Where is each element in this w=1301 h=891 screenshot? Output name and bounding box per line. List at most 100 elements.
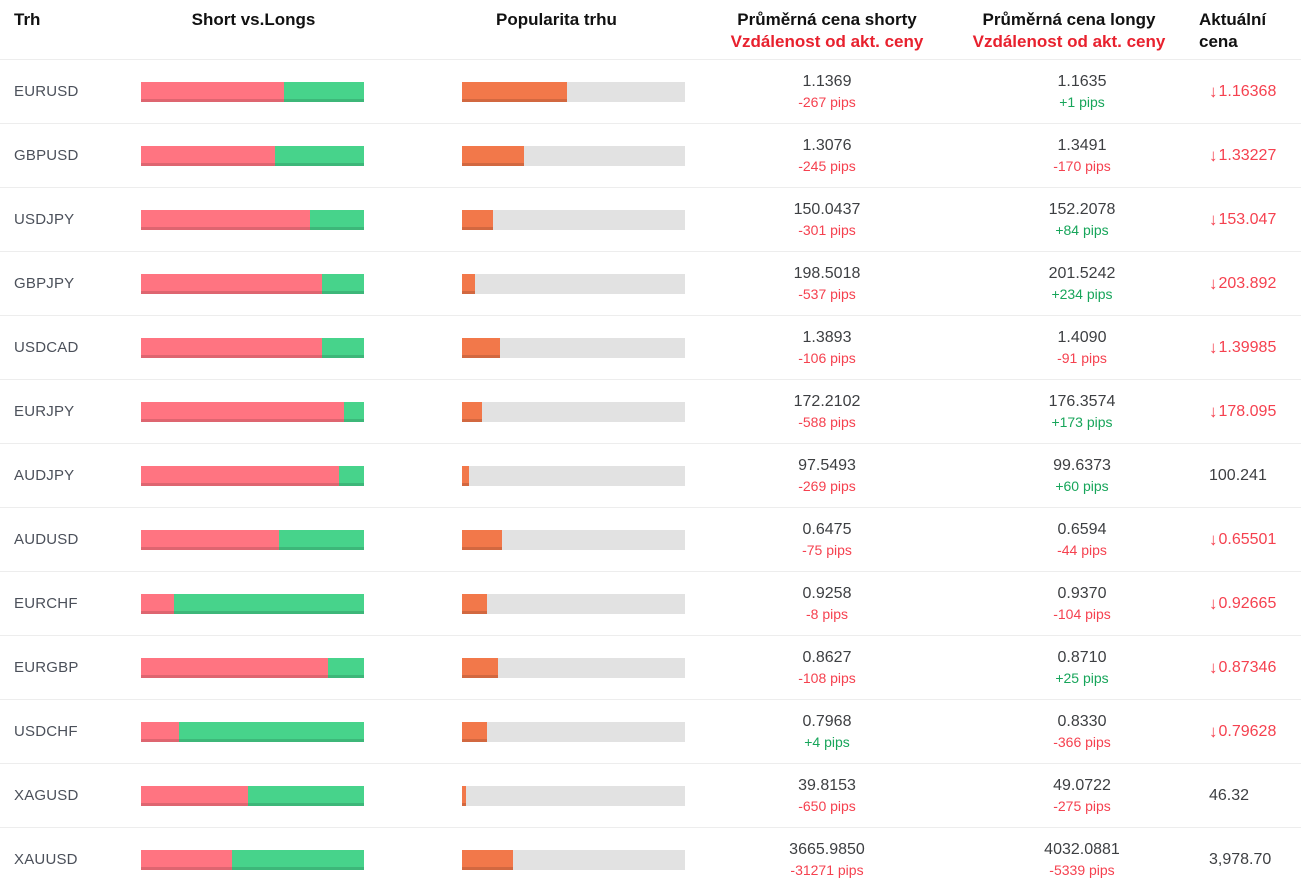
short-distance-pips: -108 pips <box>798 670 856 686</box>
avg-long-cell: 201.5242 +234 pips <box>967 263 1197 304</box>
avg-long-cell: 0.9370 -104 pips <box>967 583 1197 624</box>
avg-long-price: 1.3491 <box>1057 137 1107 154</box>
market-label: GBPJPY <box>14 275 75 292</box>
shorts-bar-fill <box>141 209 311 230</box>
down-arrow-icon: ↓ <box>1209 721 1218 741</box>
avg-long-price: 4032.0881 <box>1044 841 1120 858</box>
popularity-bar <box>462 81 685 102</box>
market-label: USDCAD <box>14 339 79 356</box>
avg-short-price: 150.0437 <box>793 201 861 218</box>
longs-bar-fill <box>283 81 364 102</box>
avg-long-cell: 1.1635 +1 pips <box>967 71 1197 112</box>
avg-short-cell: 150.0437 -301 pips <box>687 199 967 240</box>
market-label: EURGBP <box>14 659 79 676</box>
market-label: EURUSD <box>14 83 79 100</box>
shorts-bar-fill <box>141 593 175 614</box>
table-row: XAUUSD 3665.9850 -31271 pips 4032.0881 -… <box>0 827 1301 891</box>
current-price-cell: ↓ 153.047 <box>1197 210 1301 230</box>
current-price: 1.39985 <box>1218 338 1277 356</box>
current-price: 0.92665 <box>1218 594 1277 612</box>
current-price-cell: ↓ 100.241 <box>1197 467 1301 485</box>
table-row: USDJPY 150.0437 -301 pips 152.2078 +84 p… <box>0 187 1301 251</box>
popularity-bar-fill <box>462 593 487 614</box>
short-vs-longs-bar <box>141 849 364 870</box>
long-distance-pips: +25 pips <box>1055 670 1109 686</box>
current-price: 203.892 <box>1218 274 1277 292</box>
shorts-bar-fill <box>141 529 280 550</box>
popularity-bar <box>462 785 685 806</box>
current-price: 46.32 <box>1209 786 1250 804</box>
current-price-cell: ↓ 0.87346 <box>1197 658 1301 678</box>
long-distance-pips: -170 pips <box>1053 158 1111 174</box>
header-current-price: Aktuální cena <box>1199 10 1267 51</box>
avg-short-price: 1.1369 <box>802 73 852 90</box>
current-price-cell: ↓ 1.33227 <box>1197 146 1301 166</box>
short-distance-pips: -31271 pips <box>790 862 864 878</box>
longs-bar-fill <box>310 209 364 230</box>
short-distance-pips: -537 pips <box>798 286 856 302</box>
down-arrow-icon: ↓ <box>1209 337 1218 357</box>
current-price-cell: ↓ 1.16368 <box>1197 82 1301 102</box>
avg-long-cell: 99.6373 +60 pips <box>967 455 1197 496</box>
shorts-bar-fill <box>141 465 340 486</box>
avg-long-price: 176.3574 <box>1048 393 1116 410</box>
header-short-vs-longs: Short vs.Longs <box>191 10 316 29</box>
long-distance-pips: -104 pips <box>1053 606 1111 622</box>
long-distance-pips: +173 pips <box>1051 414 1113 430</box>
avg-short-price: 97.5493 <box>798 457 856 474</box>
shorts-bar-fill <box>141 401 344 422</box>
down-arrow-icon: ↓ <box>1209 657 1218 677</box>
popularity-bar-fill <box>462 465 469 486</box>
avg-long-price: 0.9370 <box>1057 585 1107 602</box>
avg-short-price: 1.3893 <box>802 329 852 346</box>
avg-short-price: 0.9258 <box>802 585 852 602</box>
table-row: AUDJPY 97.5493 -269 pips 99.6373 +60 pip… <box>0 443 1301 507</box>
long-distance-pips: -44 pips <box>1057 542 1107 558</box>
current-price: 153.047 <box>1218 210 1277 228</box>
longs-bar-fill <box>274 145 364 166</box>
down-arrow-icon: ↓ <box>1209 145 1218 165</box>
current-price-cell: ↓ 46.32 <box>1197 787 1301 805</box>
header-avg-short-subtitle: Vzdálenost od akt. ceny <box>730 32 924 51</box>
down-arrow-icon: ↓ <box>1209 209 1218 229</box>
market-label: GBPUSD <box>14 147 79 164</box>
popularity-bar <box>462 529 685 550</box>
popularity-bar <box>462 849 685 870</box>
table-row: EURCHF 0.9258 -8 pips 0.9370 -104 pips ↓… <box>0 571 1301 635</box>
avg-long-price: 1.1635 <box>1057 73 1107 90</box>
down-arrow-icon: ↓ <box>1209 401 1218 421</box>
longs-bar-fill <box>174 593 364 614</box>
market-label: EURJPY <box>14 403 75 420</box>
avg-long-cell: 0.6594 -44 pips <box>967 519 1197 560</box>
down-arrow-icon: ↓ <box>1209 529 1218 549</box>
short-distance-pips: -650 pips <box>798 798 856 814</box>
popularity-bar <box>462 465 685 486</box>
short-vs-longs-bar <box>141 209 364 230</box>
avg-short-price: 39.8153 <box>798 777 856 794</box>
current-price: 0.79628 <box>1218 722 1277 740</box>
current-price: 178.095 <box>1218 402 1277 420</box>
long-distance-pips: +1 pips <box>1059 94 1105 110</box>
avg-long-cell: 152.2078 +84 pips <box>967 199 1197 240</box>
popularity-bar-fill <box>462 657 498 678</box>
popularity-bar-fill <box>462 209 494 230</box>
long-distance-pips: -91 pips <box>1057 350 1107 366</box>
down-arrow-icon: ↓ <box>1209 273 1218 293</box>
short-distance-pips: +4 pips <box>804 734 850 750</box>
header-avg-long-title: Průměrná cena longy <box>982 10 1156 29</box>
long-distance-pips: +60 pips <box>1055 478 1109 494</box>
table-row: GBPJPY 198.5018 -537 pips 201.5242 +234 … <box>0 251 1301 315</box>
avg-long-cell: 4032.0881 -5339 pips <box>967 839 1197 880</box>
current-price-cell: ↓ 0.65501 <box>1197 530 1301 550</box>
market-label: XAUUSD <box>14 851 78 868</box>
market-label: AUDUSD <box>14 531 79 548</box>
avg-long-price: 99.6373 <box>1053 457 1111 474</box>
popularity-bar-fill <box>462 529 503 550</box>
long-distance-pips: -366 pips <box>1053 734 1111 750</box>
market-label: AUDJPY <box>14 467 75 484</box>
avg-long-cell: 49.0722 -275 pips <box>967 775 1197 816</box>
current-price-cell: ↓ 3,978.70 <box>1197 851 1301 869</box>
short-distance-pips: -588 pips <box>798 414 856 430</box>
avg-short-cell: 39.8153 -650 pips <box>687 775 967 816</box>
avg-short-cell: 172.2102 -588 pips <box>687 391 967 432</box>
